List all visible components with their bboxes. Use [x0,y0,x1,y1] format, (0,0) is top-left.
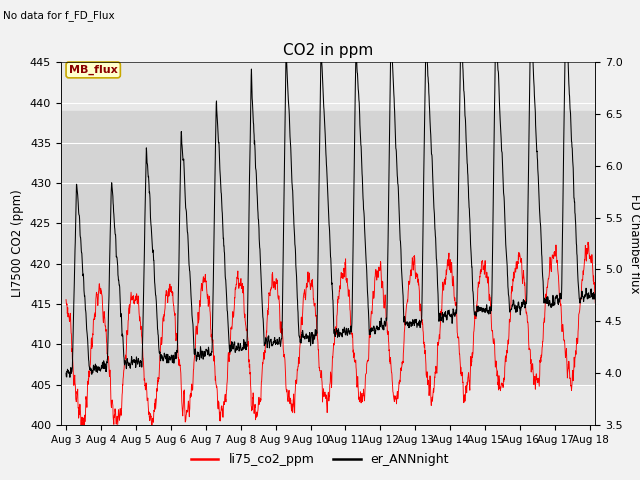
Title: CO2 in ppm: CO2 in ppm [283,44,373,59]
Legend: li75_co2_ppm, er_ANNnight: li75_co2_ppm, er_ANNnight [186,448,454,471]
Text: MB_flux: MB_flux [69,65,118,75]
Y-axis label: LI7500 CO2 (ppm): LI7500 CO2 (ppm) [12,190,24,298]
Y-axis label: FD Chamber flux: FD Chamber flux [628,194,640,293]
Bar [61,111,595,384]
Text: No data for f_FD_Flux: No data for f_FD_Flux [3,11,115,22]
